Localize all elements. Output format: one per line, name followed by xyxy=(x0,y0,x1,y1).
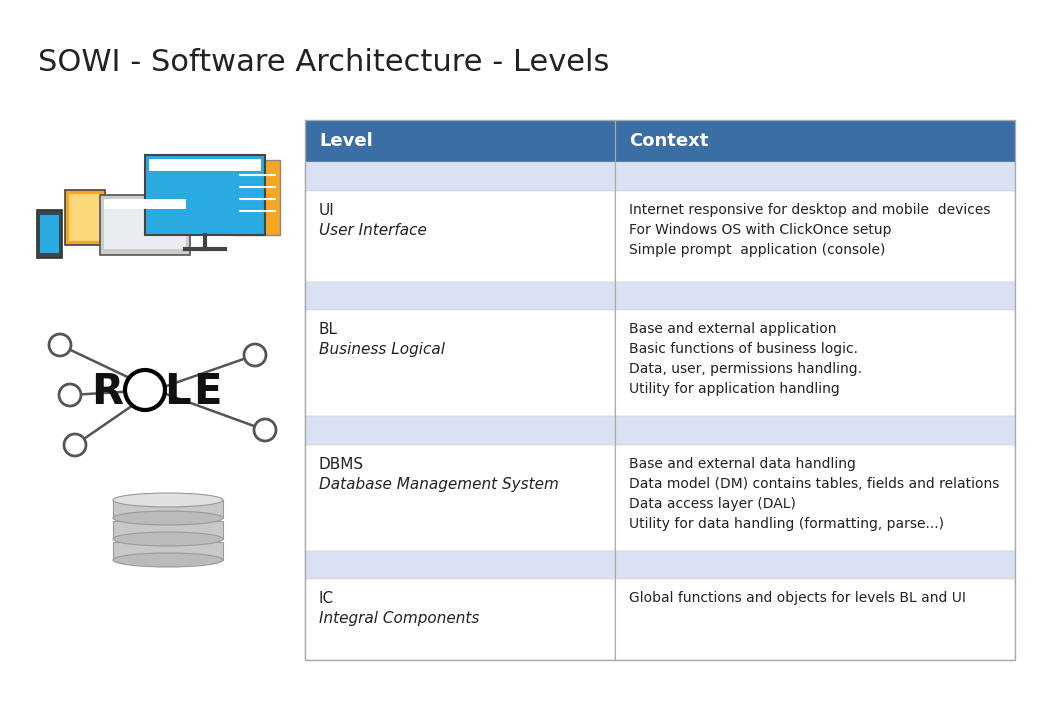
Circle shape xyxy=(150,385,160,395)
FancyBboxPatch shape xyxy=(305,310,615,416)
Text: Base and external data handling
Data model (DM) contains tables, fields and rela: Base and external data handling Data mod… xyxy=(629,456,999,531)
FancyBboxPatch shape xyxy=(615,163,1015,191)
FancyBboxPatch shape xyxy=(615,191,1015,282)
Text: BL: BL xyxy=(319,322,338,337)
Text: User Interface: User Interface xyxy=(319,222,426,238)
FancyBboxPatch shape xyxy=(305,416,615,445)
Ellipse shape xyxy=(113,553,223,567)
Ellipse shape xyxy=(113,532,223,546)
Text: Internet responsive for desktop and mobile  devices
For Windows OS with ClickOnc: Internet responsive for desktop and mobi… xyxy=(629,203,990,257)
Text: Base and external application
Basic functions of business logic.
Data, user, per: Base and external application Basic func… xyxy=(629,322,862,396)
FancyBboxPatch shape xyxy=(615,551,1015,579)
FancyBboxPatch shape xyxy=(145,155,265,235)
FancyBboxPatch shape xyxy=(104,199,186,209)
FancyBboxPatch shape xyxy=(305,445,615,551)
FancyBboxPatch shape xyxy=(615,579,1015,660)
Text: SOWI - Software Architecture - Levels: SOWI - Software Architecture - Levels xyxy=(38,48,609,77)
FancyBboxPatch shape xyxy=(615,445,1015,551)
FancyBboxPatch shape xyxy=(305,120,615,163)
Text: DBMS: DBMS xyxy=(319,456,364,472)
FancyBboxPatch shape xyxy=(149,159,261,171)
FancyBboxPatch shape xyxy=(305,551,615,579)
FancyBboxPatch shape xyxy=(69,194,101,241)
Ellipse shape xyxy=(113,493,223,507)
Circle shape xyxy=(49,334,71,356)
FancyBboxPatch shape xyxy=(305,191,615,282)
Text: Global functions and objects for levels BL and UI: Global functions and objects for levels … xyxy=(629,591,966,605)
Circle shape xyxy=(244,344,266,366)
Text: Integral Components: Integral Components xyxy=(319,611,479,626)
Text: IC: IC xyxy=(319,591,334,606)
FancyBboxPatch shape xyxy=(113,521,223,539)
Text: Business Logical: Business Logical xyxy=(319,342,445,357)
FancyBboxPatch shape xyxy=(64,190,105,245)
FancyBboxPatch shape xyxy=(235,160,280,235)
FancyBboxPatch shape xyxy=(615,120,1015,163)
FancyBboxPatch shape xyxy=(615,416,1015,445)
Text: UI: UI xyxy=(319,203,335,217)
FancyBboxPatch shape xyxy=(104,199,186,249)
FancyBboxPatch shape xyxy=(615,310,1015,416)
Circle shape xyxy=(125,370,165,410)
Circle shape xyxy=(64,434,86,456)
Text: R: R xyxy=(90,371,123,413)
Circle shape xyxy=(59,384,81,406)
Ellipse shape xyxy=(113,511,223,525)
FancyBboxPatch shape xyxy=(37,210,62,258)
FancyBboxPatch shape xyxy=(113,542,223,560)
FancyBboxPatch shape xyxy=(100,195,190,255)
FancyBboxPatch shape xyxy=(305,163,615,191)
Text: Database Management System: Database Management System xyxy=(319,477,558,492)
FancyBboxPatch shape xyxy=(305,579,615,660)
FancyBboxPatch shape xyxy=(40,215,59,253)
Text: Context: Context xyxy=(629,132,708,150)
Text: Level: Level xyxy=(319,132,372,150)
Circle shape xyxy=(254,419,276,441)
Text: E: E xyxy=(192,371,222,413)
FancyBboxPatch shape xyxy=(615,282,1015,310)
Text: L: L xyxy=(163,371,190,413)
FancyBboxPatch shape xyxy=(305,282,615,310)
FancyBboxPatch shape xyxy=(113,500,223,518)
